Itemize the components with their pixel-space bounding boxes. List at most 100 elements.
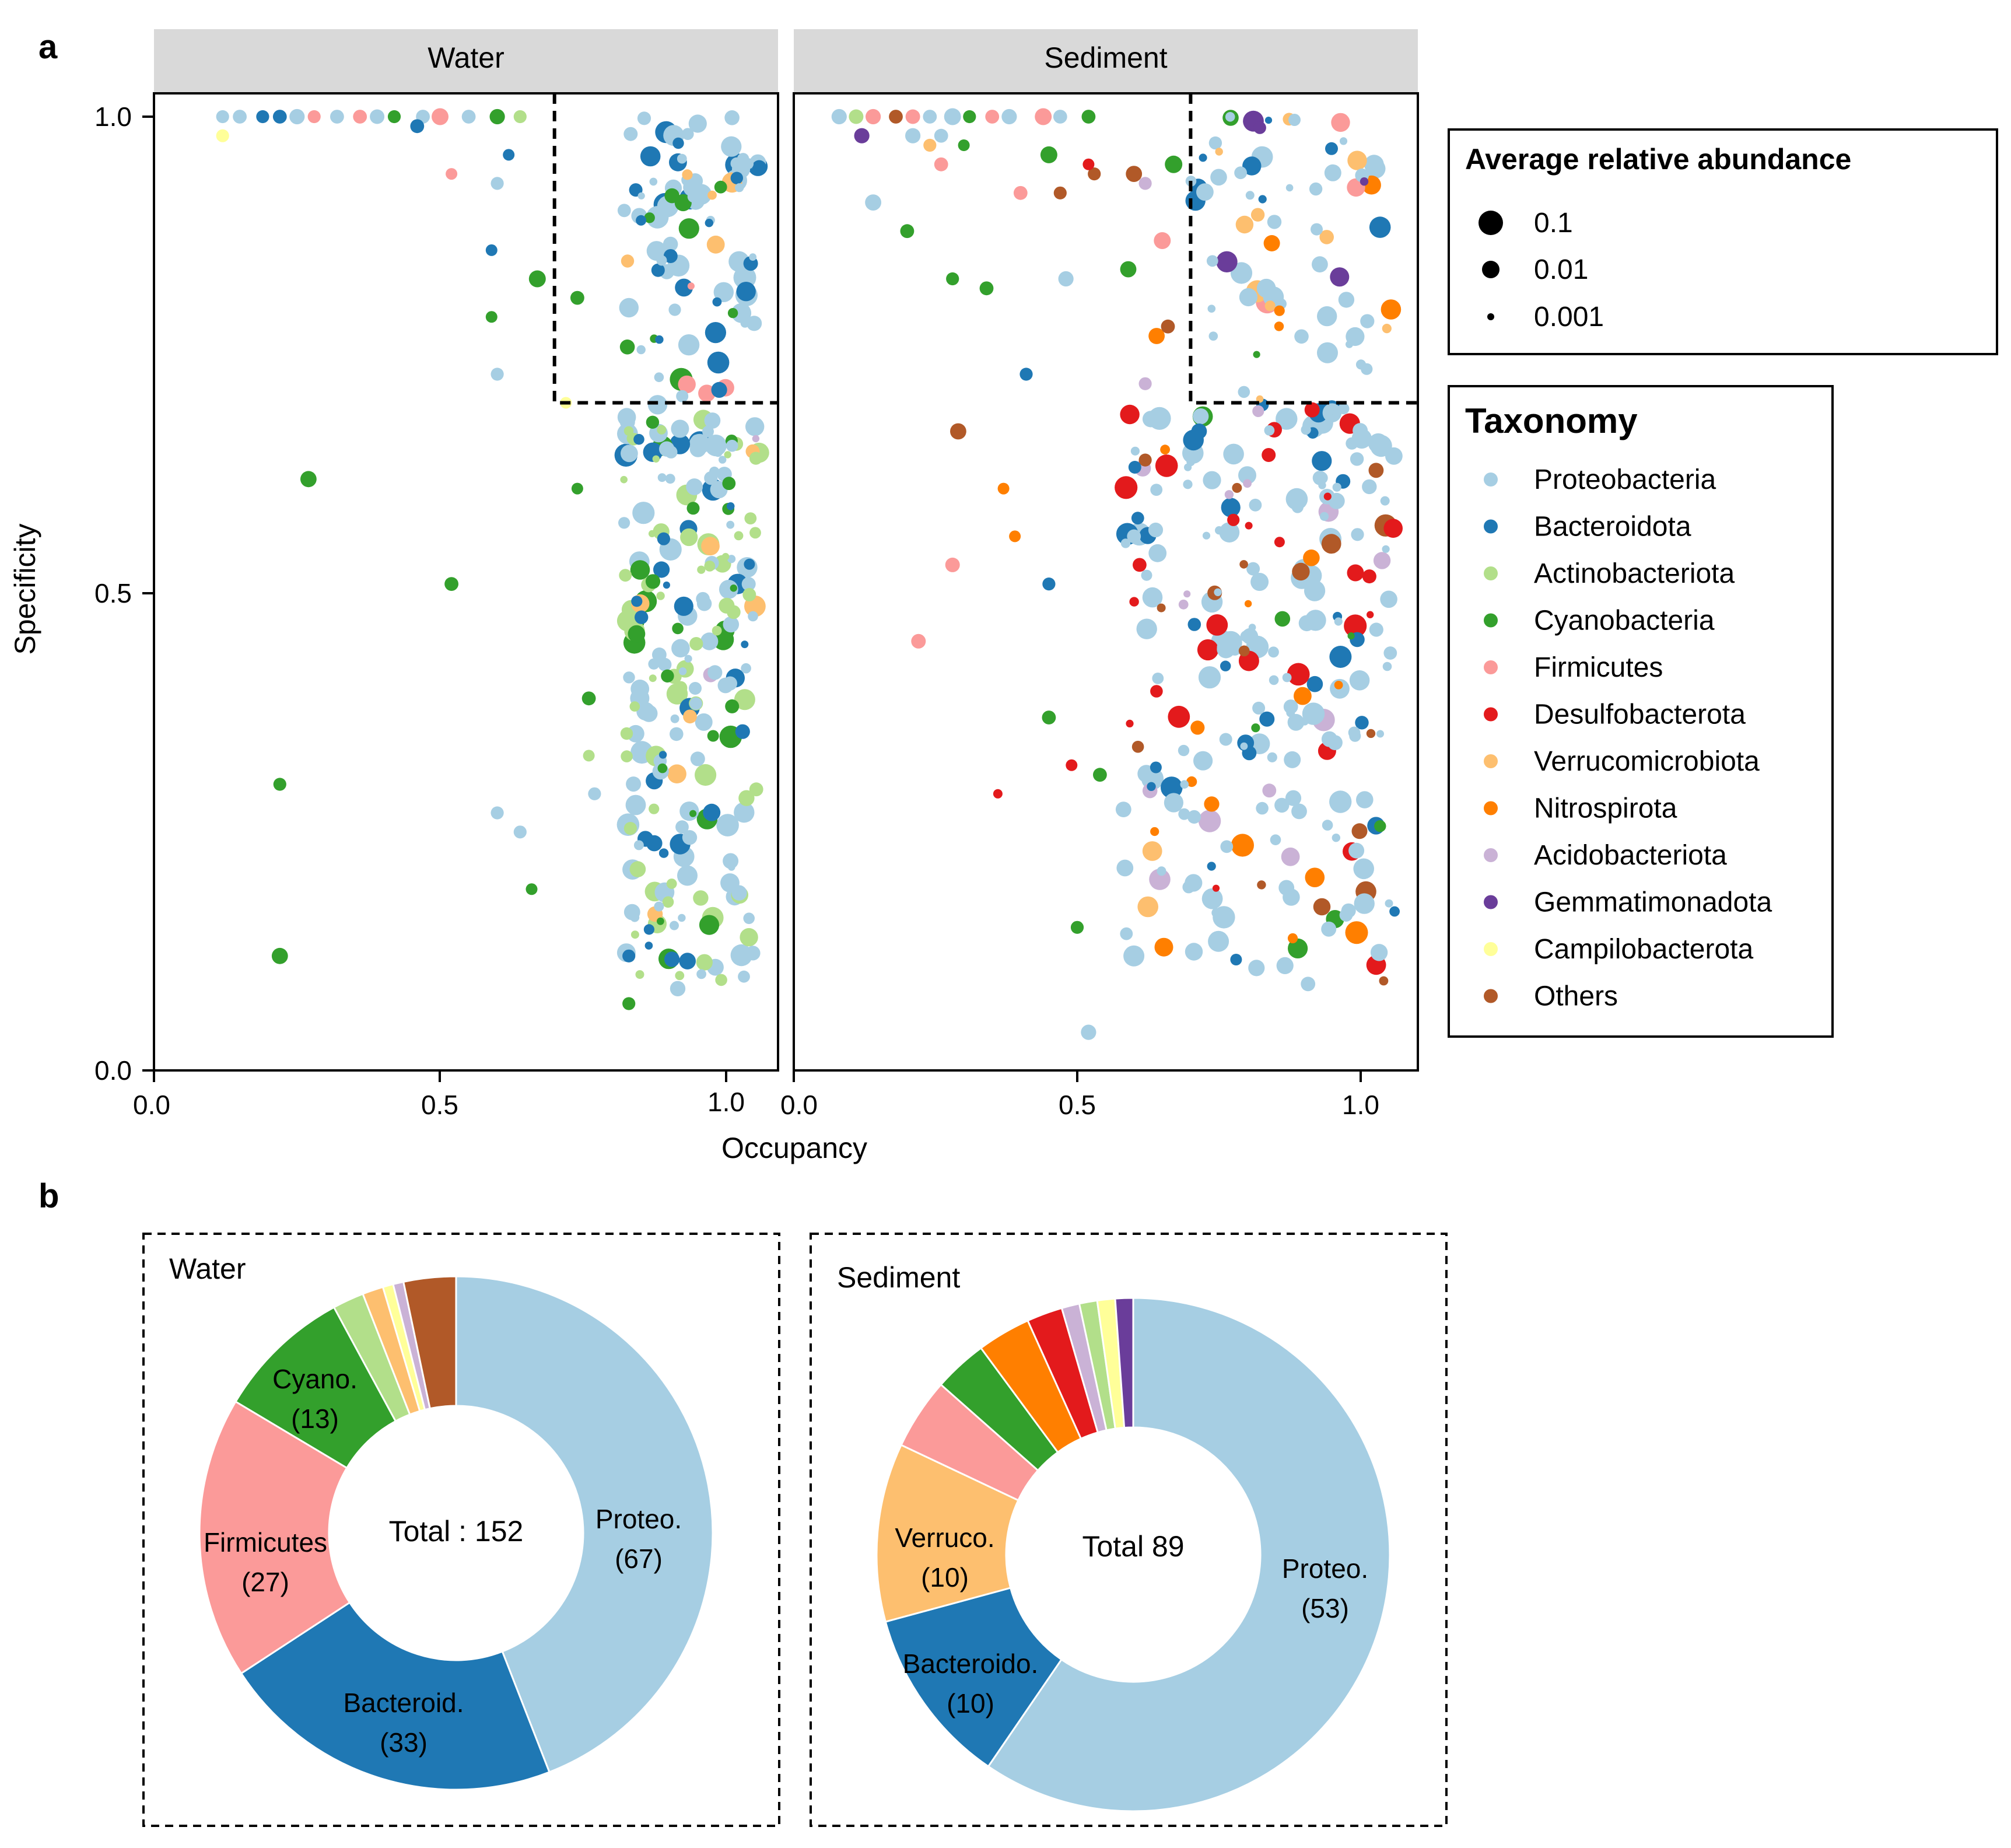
donut-count-water-cyanobacteria: (13) — [291, 1404, 339, 1434]
scatter-point-water-actinobacteriota — [623, 426, 634, 436]
scatter-point-water-cyanobacteria — [485, 311, 498, 323]
scatter-point-water-actinobacteriota — [712, 625, 722, 636]
donut-slice-water-others — [402, 1275, 457, 1410]
scatter-point-water-bacteroidota — [664, 951, 680, 967]
scatter-point-sediment-gemmatimonadota — [854, 128, 870, 144]
scatter-point-water-actinobacteriota — [734, 531, 744, 541]
scatter-point-water-bacteroidota — [485, 244, 498, 256]
legend-marker-actinobacteriota — [1484, 566, 1498, 580]
donut-count-water-proteobacteria: (67) — [615, 1544, 663, 1574]
scatter-point-sediment-cyanobacteria — [1042, 710, 1056, 724]
scatter-point-water-bacteroidota — [635, 610, 649, 624]
scatter-point-water-proteobacteria — [664, 446, 678, 459]
scatter-point-water-campilobacterota — [216, 129, 229, 142]
legend-label-proteobacteria: Proteobacteria — [1534, 464, 1716, 495]
scatter-point-sediment-desulfobacterota — [1274, 537, 1285, 548]
scatter-point-water-bacteroidota — [703, 803, 721, 821]
scatter-point-sediment-desulfobacterota — [1082, 158, 1095, 170]
scatter-point-water-proteobacteria — [684, 654, 692, 663]
donut-count-water-bacteroidota: (33) — [380, 1727, 428, 1758]
scatter-point-water-cyanobacteria — [657, 917, 664, 925]
scatter-point-water-bacteroidota — [707, 351, 730, 374]
scatter-point-sediment-proteobacteria — [1285, 184, 1294, 192]
scatter-point-water-cyanobacteria — [714, 180, 727, 194]
donut-label-water-bacteroidota: Bacteroid. — [343, 1688, 464, 1718]
scatter-point-sediment-proteobacteria — [1148, 522, 1164, 538]
scatter-point-water-proteobacteria — [665, 474, 675, 484]
scatter-point-water-bacteroidota — [730, 172, 744, 184]
scatter-point-sediment-proteobacteria — [1327, 735, 1343, 750]
scatter-point-water-bacteroidota — [744, 558, 755, 570]
scatter-point-water-verrucomicrobiota — [682, 169, 693, 180]
scatter-point-water-cyanobacteria — [699, 915, 720, 935]
legend-marker-campilobacterota — [1484, 942, 1498, 956]
donut-count-sediment-verrucomicrobiota: (10) — [921, 1562, 969, 1592]
scatter-point-sediment-bacteroidota — [1191, 424, 1207, 439]
scatter-point-sediment-proteobacteria — [1123, 945, 1145, 967]
scatter-point-water-bacteroidota — [675, 278, 693, 297]
scatter-point-sediment-proteobacteria — [1370, 944, 1388, 961]
scatter-point-water-proteobacteria — [626, 776, 642, 792]
scatter-point-water-bacteroidota — [256, 110, 269, 124]
legend-marker-gemmatimonadota — [1484, 895, 1498, 909]
scatter-point-water-proteobacteria — [724, 110, 740, 125]
scatter-point-water-cyanobacteria — [528, 270, 546, 288]
scatter-point-water-bacteroidota — [272, 110, 287, 124]
scatter-point-sediment-proteobacteria — [1250, 573, 1269, 591]
legend-taxonomy-title: Taxonomy — [1465, 401, 1638, 440]
scatter-point-sediment-desulfobacterota — [1245, 522, 1253, 530]
x-tick-label-water-0: 0.0 — [133, 1090, 170, 1120]
scatter-point-sediment-proteobacteria — [1178, 808, 1190, 820]
scatter-point-sediment-acidobacteriota — [1373, 552, 1391, 569]
scatter-point-water-proteobacteria — [747, 316, 762, 331]
scatter-point-sediment-cyanobacteria — [900, 224, 915, 239]
plot-frame-water — [153, 92, 779, 1072]
scatter-point-sediment-verrucomicrobiota — [1382, 324, 1392, 334]
scatter-point-sediment-proteobacteria — [1223, 443, 1244, 465]
scatter-point-water-actinobacteriota — [695, 764, 717, 786]
scatter-point-water-bacteroidota — [705, 322, 726, 344]
donut-center-sediment: Total 89 — [1082, 1530, 1184, 1563]
scatter-point-sediment-others — [1161, 319, 1175, 334]
scatter-point-water-cyanobacteria — [678, 218, 699, 239]
scatter-point-sediment-nitrospirota — [1274, 321, 1284, 331]
scatter-point-sediment-proteobacteria — [1321, 921, 1337, 937]
scatter-point-water-bacteroidota — [658, 751, 667, 759]
scatter-point-sediment-others — [1138, 453, 1152, 467]
scatter-point-water-firmicutes — [446, 168, 458, 180]
scatter-point-sediment-proteobacteria — [1339, 908, 1353, 922]
scatter-point-water-proteobacteria — [663, 236, 678, 252]
scatter-point-water-bacteroidota — [410, 119, 425, 134]
donut-frame-sediment — [810, 1233, 1448, 1827]
scatter-point-sediment-proteobacteria — [1274, 797, 1290, 813]
scatter-point-sediment-desulfobacterota — [1126, 719, 1134, 727]
scatter-point-water-verrucomicrobiota — [683, 709, 697, 724]
scatter-point-sediment-acidobacteriota — [1198, 810, 1221, 832]
scatter-point-water-proteobacteria — [713, 448, 723, 457]
donut-title-water: Water — [169, 1252, 246, 1285]
scatter-point-sediment-gemmatimonadota — [1216, 251, 1238, 272]
scatter-point-sediment-cyanobacteria — [1165, 155, 1183, 173]
facet-title-sediment: Sediment — [1044, 41, 1167, 74]
scatter-point-water-proteobacteria — [696, 969, 706, 979]
scatter-point-water-proteobacteria — [700, 632, 719, 650]
scatter-point-water-proteobacteria — [649, 177, 658, 186]
scatter-point-sediment-cyanobacteria — [946, 272, 959, 286]
scatter-point-water-actinobacteriota — [697, 565, 706, 574]
scatter-point-sediment-proteobacteria — [1332, 482, 1341, 492]
scatter-point-sediment-proteobacteria — [1338, 402, 1350, 415]
legend-label-campilobacterota: Campilobacterota — [1534, 934, 1754, 965]
scatter-point-sediment-acidobacteriota — [1178, 599, 1189, 610]
scatter-point-sediment-bacteroidota — [1259, 711, 1275, 727]
legend-marker-proteobacteria — [1484, 473, 1498, 487]
scatter-point-water-proteobacteria — [370, 109, 385, 124]
scatter-point-sediment-acidobacteriota — [1262, 783, 1277, 798]
scatter-point-water-proteobacteria — [670, 921, 679, 930]
scatter-point-water-bacteroidota — [663, 249, 678, 263]
scatter-point-water-proteobacteria — [743, 912, 755, 925]
scatter-point-water-actinobacteriota — [727, 605, 741, 620]
scatter-point-sediment-proteobacteria — [1206, 255, 1218, 267]
scatter-point-sediment-acidobacteriota — [1224, 490, 1234, 499]
scatter-point-sediment-proteobacteria — [1252, 701, 1266, 715]
scatter-point-water-proteobacteria — [689, 697, 702, 710]
